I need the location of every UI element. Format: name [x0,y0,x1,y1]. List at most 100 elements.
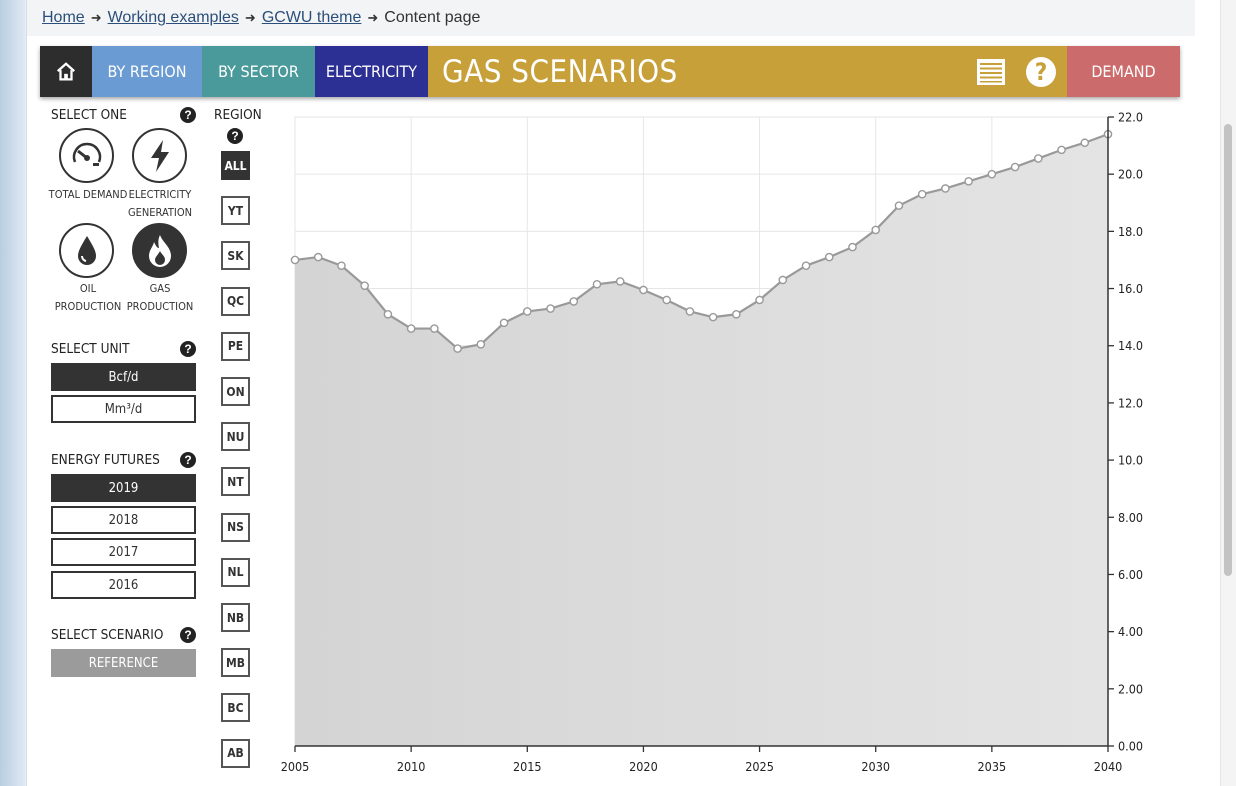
data-point-2038 [1057,145,1066,155]
region-nt-button[interactable]: NT [221,467,250,497]
year-2016-button[interactable]: 2016 [51,571,196,599]
data-point-2025 [755,295,764,305]
region-all-button[interactable]: ALL [221,151,250,180]
data-point-2010 [406,324,416,333]
y-tick-label: 6.00 [1118,567,1143,582]
data-table-icon[interactable] [976,58,1006,86]
oil-label-line2: PRODUCTION [54,300,122,313]
data-point-2032 [917,189,927,199]
oil-production-label: OIL PRODUCTION [46,280,130,316]
x-tick-label-2030: 2030 [861,759,890,774]
energy-futures-label: ENERGY FUTURES [51,452,160,468]
year-2017-button[interactable]: 2017 [51,538,196,566]
page-title: GAS SCENARIOS [442,53,678,90]
oil-production-button[interactable] [59,223,114,278]
demand-tab[interactable]: DEMAND [1067,46,1180,97]
region-ab-button[interactable]: AB [221,738,250,768]
select-one-help-icon[interactable]: ? [180,107,196,123]
breadcrumb-gcwu-theme-link[interactable]: GCWU theme [261,9,362,26]
home-icon [56,61,76,80]
data-point-2016 [546,304,555,313]
total-demand-button[interactable] [59,128,114,183]
page-scrollbar[interactable] [1220,0,1236,786]
by-region-tab[interactable]: BY REGION [92,46,202,97]
scrollbar-thumb[interactable] [1224,124,1232,576]
breadcrumb-working-examples-link[interactable]: Working examples [107,9,239,26]
region-on-button[interactable]: ON [221,377,250,406]
lightning-icon [150,139,169,172]
flame-icon [148,234,171,267]
unit-mm3d-button[interactable]: Mm³/d [51,395,196,423]
region-sk-button[interactable]: SK [221,241,250,271]
y-tick-label: 0.00 [1118,739,1143,754]
data-point-2021 [662,295,671,305]
region-nl-button[interactable]: NL [221,557,250,587]
data-point-2031 [894,201,904,210]
electricity-generation-button[interactable] [132,128,187,183]
year-2018-button[interactable]: 2018 [51,506,196,534]
region-label: REGION [214,107,262,123]
year-2019-button[interactable]: 2019 [51,474,196,502]
data-point-2009 [383,309,393,319]
data-point-2008 [360,281,369,290]
gas-production-button[interactable] [132,223,187,278]
data-point-2024 [732,309,741,319]
gauge-icon [72,142,101,166]
y-tick-label: 2.00 [1118,681,1143,696]
data-point-2035 [987,169,997,179]
unit-bcfd-button[interactable]: Bcf/d [51,363,196,391]
region-mb-button[interactable]: MB [221,648,250,678]
energy-futures-help-icon[interactable]: ? [180,452,196,468]
select-scenario-help-icon[interactable]: ? [180,627,196,643]
data-point-2022 [685,307,695,316]
data-point-2020 [639,285,648,295]
y-tick-label: 16.0 [1118,281,1143,296]
y-tick-label: 20.0 [1118,167,1143,182]
scenario-reference-button[interactable]: REFERENCE [51,649,196,677]
oil-drop-icon [77,235,96,265]
breadcrumb: Home ➜ Working examples ➜ GCWU theme ➜ Content… [27,0,1195,36]
x-tick-label-2025: 2025 [745,759,774,774]
by-sector-tab[interactable]: BY SECTOR [202,46,315,97]
data-point-2015 [522,307,532,316]
x-tick-label-2040: 2040 [1094,759,1123,774]
select-one-label: SELECT ONE [51,107,127,123]
oil-label-line1: OIL [79,282,97,295]
data-point-2013 [476,339,486,349]
data-point-2026 [778,275,788,285]
region-nb-button[interactable]: NB [221,603,250,632]
region-nu-button[interactable]: NU [221,422,250,452]
region-pe-button[interactable]: PE [221,331,250,361]
y-tick-label: 8.00 [1118,510,1143,525]
y-tick-label: 4.00 [1118,624,1143,639]
data-point-2014 [499,318,509,328]
select-unit-help-icon[interactable]: ? [180,341,196,357]
data-point-2012 [453,344,462,353]
total-demand-label: TOTAL DEMAND [48,188,128,201]
gas-label-line1: GAS [149,282,171,295]
breadcrumb-home-link[interactable]: Home [42,9,85,26]
region-ns-button[interactable]: NS [221,512,250,542]
x-tick-label-2035: 2035 [978,759,1007,774]
breadcrumb-current: Content page [384,9,481,26]
data-point-2039 [1080,138,1090,148]
region-help-icon[interactable]: ? [227,128,243,144]
select-unit-label: SELECT UNIT [51,341,130,357]
y-tick-label: 18.0 [1118,224,1143,239]
electricity-label-line1: ELECTRICITY [128,188,192,201]
app-navbar: BY REGION BY SECTOR ELECTRICITY GAS SCEN… [40,46,1180,97]
y-tick-label: 22.0 [1118,110,1143,125]
home-button[interactable] [40,46,92,97]
region-yt-button[interactable]: YT [221,196,250,226]
help-icon[interactable]: ? [1026,57,1056,87]
electricity-tab[interactable]: ELECTRICITY [315,46,428,97]
region-bc-button[interactable]: BC [221,693,250,723]
data-point-2017 [569,297,579,306]
region-qc-button[interactable]: QC [221,286,250,316]
y-tick-label: 10.0 [1118,453,1143,468]
electricity-label-line2: GENERATION [127,206,193,219]
data-point-2005 [290,255,300,265]
data-point-2019 [615,277,625,286]
gas-production-chart: 2005 2010 2015 2020 2025 2030 2035 2040 0.00 2.00… [281,110,1143,775]
data-point-2007 [337,261,346,270]
